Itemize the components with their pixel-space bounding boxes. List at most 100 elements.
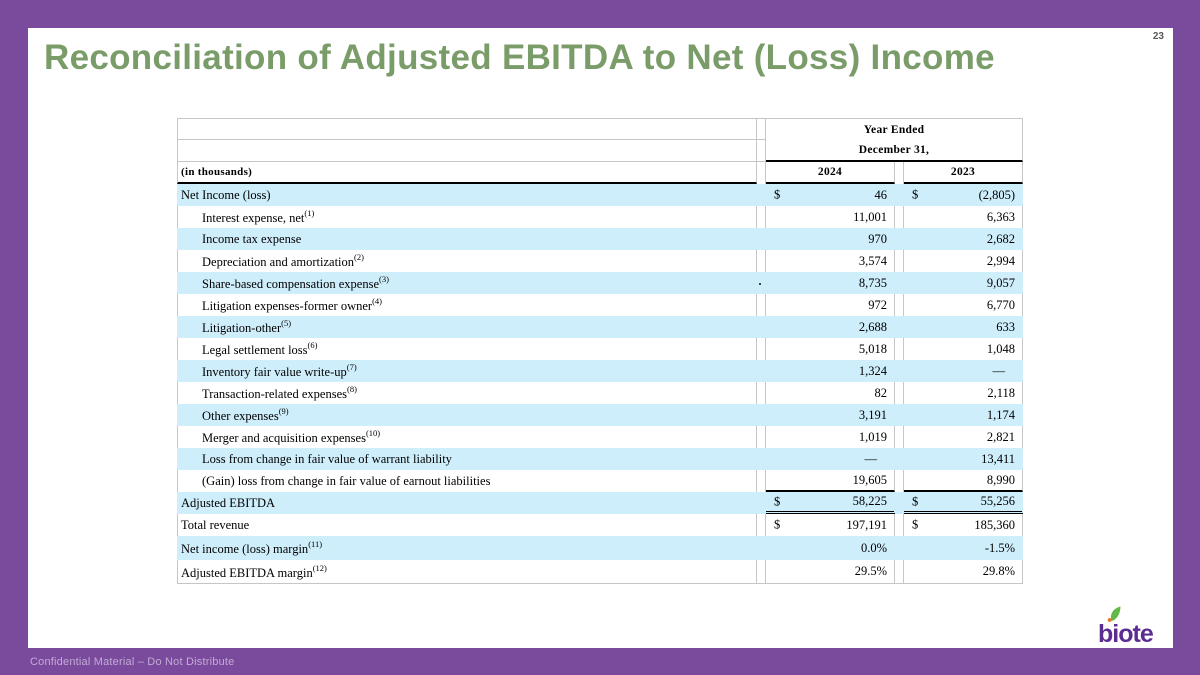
spacer-cell [757,140,766,162]
table-row: Adjusted EBITDA margin(12) 29.5% 29.8% [177,560,1024,584]
spacer-cell [895,382,904,404]
value-2023: 2,118 [904,382,1024,404]
cell-value: 970 [868,231,887,246]
spacer-cell [895,316,904,338]
table-row: Income tax expense 970 2,682 [177,228,1024,250]
footnote-superscript: (3) [379,274,389,284]
spacer-cell [895,206,904,228]
value-2024: 1,019 [766,426,895,448]
value-2024: 8,735 [766,272,895,294]
footnote-superscript: (7) [346,362,357,372]
table-row: Depreciation and amortization(2) 3,574 2,9… [177,250,1024,272]
spacer-cell [895,448,904,470]
row-label-text: Litigation-other [202,321,282,335]
cell-value: 2,118 [987,385,1016,400]
row-label: Interest expense, net(1) [177,206,757,228]
spacer-cell [895,250,904,272]
value-2024: — [766,448,895,470]
footnote-superscript: (5) [281,318,292,328]
value-2024: 5,018 [766,338,895,360]
value-2024: 82 [766,382,895,404]
cell-value: 58,225 [852,494,887,508]
value-2023: 6,770 [904,294,1024,316]
biote-logo: biote [1097,606,1161,648]
spacer-cell [895,338,904,360]
value-2023: — [904,360,1024,382]
value-2024: 0.0% [766,536,895,560]
value-2024: 3,574 [766,250,895,272]
value-2023: 1,174 [904,404,1024,426]
value-2024: 972 [766,294,895,316]
dollar-sign: $ [774,494,781,508]
row-label-text: Inventory fair value write-up [202,365,347,379]
row-label: Income tax expense [177,228,757,250]
year-ended-header: Year Ended [766,118,1024,140]
column-header-2023: 2023 [904,162,1024,184]
cell-value: 197,191 [846,517,887,532]
value-2023: 8,990 [904,470,1024,492]
footnote-superscript: (11) [308,539,323,549]
spacer-cell [757,426,766,448]
table-row: Inventory fair value write-up(7) 1,324 — [177,360,1024,382]
footnote-superscript: (1) [304,208,315,218]
cell-value: 29.5% [854,564,887,578]
spacer-cell [757,316,766,338]
page-number: 23 [1152,31,1164,42]
table-row: (Gain) loss from change in fair value of… [177,470,1024,492]
spacer-cell [757,272,766,294]
page-title: Reconciliation of Adjusted EBITDA to Net… [44,38,995,77]
row-label: Total revenue [177,514,757,536]
footnote-superscript: (9) [278,406,289,416]
table-row: Interest expense, net(1) 11,001 6,363 [177,206,1024,228]
reconciliation-table: Year Ended December 31, (in thousands) 2… [177,118,1024,584]
dollar-sign: $ [912,517,919,532]
row-label: (Gain) loss from change in fair value of… [177,470,757,492]
cell-value: 29.8% [982,564,1016,578]
dollar-sign: $ [912,494,919,508]
row-label-text: Loss from change in fair value of warran… [202,451,452,466]
spacer-cell [757,448,766,470]
spacer-cell [757,360,766,382]
table-row: Litigation-other(5) 2,688 633 [177,316,1024,338]
cell-value: 46 [874,187,888,202]
cell-value: 19,605 [852,472,887,487]
row-label-text: Transaction-related expenses [202,387,347,401]
cell-value: 82 [874,385,888,400]
december-31-header: December 31, [766,140,1024,162]
spacer-cell [757,294,766,316]
leaf-dot-icon [1107,618,1112,622]
cell-value: 185,360 [974,517,1016,532]
in-thousands-label: (in thousands) [177,162,757,184]
row-label-text: Adjusted EBITDA [181,495,276,510]
cell-value: 1,324 [858,363,887,378]
value-2023: 2,682 [904,228,1024,250]
spacer-cell [895,492,904,514]
cell-value: 1,019 [858,429,887,444]
spacer-cell [895,470,904,492]
row-label: Adjusted EBITDA margin(12) [177,560,757,584]
spacer-cell [757,536,766,560]
row-label: Litigation-other(5) [177,316,757,338]
value-2023: $185,360 [904,514,1024,536]
cell-value: 2,682 [986,231,1016,246]
header-row-december: December 31, [177,140,1024,162]
footer-confidential: Confidential Material – Do Not Distribut… [30,656,235,668]
leaf-icon [1110,606,1121,621]
value-2023: 29.8% [904,560,1024,584]
cell-value: 55,256 [980,494,1016,508]
biote-logo-graphic: biote [1098,606,1155,648]
table-row: Net Income (loss) $46 $ (2,805) [177,184,1024,206]
logo-wordmark: biote [1098,620,1154,646]
row-label-text: Other expenses [202,409,279,423]
row-label: Legal settlement loss(6) [177,338,757,360]
value-2023: 1,048 [904,338,1024,360]
value-2023: 633 [904,316,1024,338]
spacer-cell [895,272,904,294]
value-2023: 6,363 [904,206,1024,228]
value-2024: 2,688 [766,316,895,338]
value-2023: 9,057 [904,272,1024,294]
cell-value: 13,411 [981,451,1016,466]
footnote-superscript: (10) [365,428,381,438]
cell-value: 2,994 [986,253,1016,268]
table-row: Share-based compensation expense(3) 8,735… [177,272,1024,294]
